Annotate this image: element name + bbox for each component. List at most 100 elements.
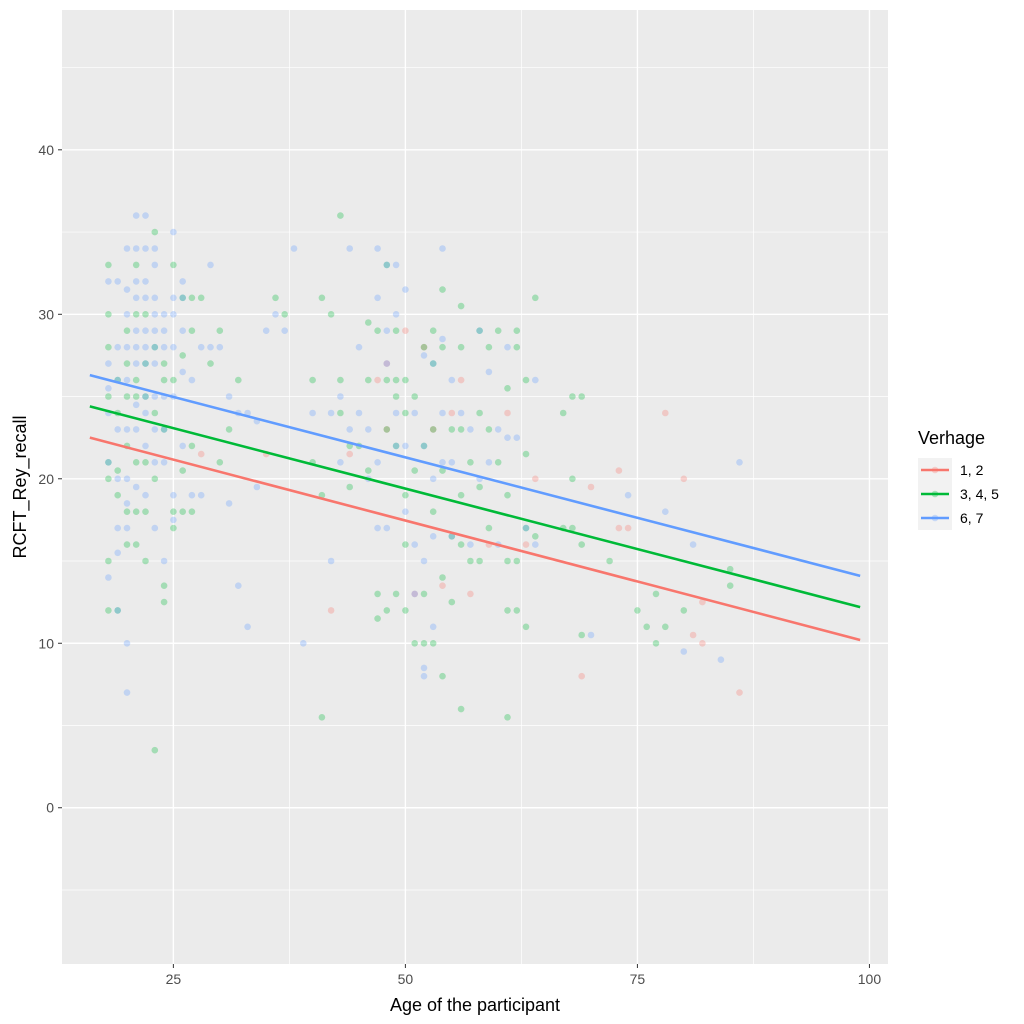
y-tick-label: 10 <box>38 635 54 651</box>
x-tick-label: 25 <box>166 971 182 987</box>
data-point <box>142 278 149 285</box>
data-point <box>429 475 437 483</box>
data-point <box>142 212 149 219</box>
data-point <box>160 598 168 606</box>
data-point <box>179 352 186 359</box>
data-point <box>132 541 140 548</box>
data-point <box>522 376 530 384</box>
data-point <box>662 508 669 515</box>
data-point <box>374 590 381 598</box>
data-point <box>439 672 446 680</box>
data-point <box>132 294 140 302</box>
data-point <box>151 327 159 335</box>
data-point <box>188 376 196 384</box>
data-point <box>123 311 131 318</box>
data-point <box>420 672 428 680</box>
data-point <box>532 533 539 540</box>
data-point <box>151 360 159 367</box>
data-point <box>142 294 149 302</box>
data-point <box>355 409 363 417</box>
data-point <box>504 491 511 499</box>
data-point <box>383 376 391 384</box>
data-point <box>142 327 149 335</box>
data-point <box>457 409 465 417</box>
data-point <box>420 557 428 565</box>
data-point <box>680 607 688 614</box>
data-point <box>179 368 186 376</box>
data-point <box>123 376 131 384</box>
data-point <box>151 524 159 532</box>
data-point <box>235 376 242 384</box>
data-point <box>411 640 419 647</box>
data-point <box>160 360 168 367</box>
data-point <box>346 245 354 252</box>
data-point <box>160 327 168 335</box>
data-point <box>374 245 381 252</box>
data-point <box>123 689 131 696</box>
data-point <box>123 426 131 433</box>
data-point <box>717 656 725 663</box>
data-point <box>402 327 409 335</box>
data-point <box>132 278 140 285</box>
data-point <box>402 442 409 450</box>
data-point <box>624 491 632 499</box>
data-point <box>476 327 483 335</box>
data-point <box>170 294 177 302</box>
data-point <box>624 524 632 532</box>
data-point <box>132 360 140 367</box>
data-point <box>420 442 428 450</box>
data-point <box>532 376 539 384</box>
data-point <box>392 409 400 417</box>
data-point <box>188 442 196 450</box>
data-point <box>578 672 585 680</box>
y-tick-label: 0 <box>46 800 54 816</box>
data-point <box>123 475 131 483</box>
data-point <box>123 343 131 351</box>
data-point <box>392 376 400 384</box>
data-point <box>160 557 168 565</box>
data-point <box>105 459 112 466</box>
legend: Verhage 1, 2 3, 4, 5 6, 7 <box>918 428 999 530</box>
data-point <box>179 467 186 474</box>
x-axis-title: Age of the participant <box>390 995 560 1015</box>
data-point <box>114 491 121 499</box>
data-point <box>132 393 140 400</box>
data-point <box>587 631 595 639</box>
legend-items: 1, 2 3, 4, 5 6, 7 <box>918 458 999 530</box>
data-point <box>114 607 121 614</box>
data-point <box>559 409 567 417</box>
data-point <box>123 500 131 507</box>
data-point <box>615 524 623 532</box>
data-point <box>160 459 168 466</box>
data-point <box>429 426 437 433</box>
data-point <box>662 623 669 631</box>
data-point <box>160 426 168 433</box>
data-point <box>578 393 585 400</box>
data-point <box>114 467 121 474</box>
data-point <box>327 311 335 318</box>
data-point <box>151 228 159 236</box>
data-point <box>170 228 177 236</box>
data-point <box>132 311 140 318</box>
data-point <box>699 598 706 606</box>
data-point <box>142 393 149 400</box>
data-point <box>216 343 224 351</box>
data-point <box>467 541 474 548</box>
data-point <box>699 640 706 647</box>
data-point <box>225 393 233 400</box>
data-point <box>151 746 159 754</box>
x-tick-label: 100 <box>858 971 882 987</box>
data-point <box>114 278 121 285</box>
data-point <box>448 459 456 466</box>
data-point <box>448 533 456 540</box>
data-point <box>439 409 446 417</box>
legend-label: 1, 2 <box>960 462 984 478</box>
data-point <box>309 376 316 384</box>
data-point <box>448 409 456 417</box>
data-point <box>494 426 502 433</box>
data-point <box>216 327 224 335</box>
data-point <box>365 376 372 384</box>
data-point <box>402 541 409 548</box>
data-point <box>105 459 112 466</box>
